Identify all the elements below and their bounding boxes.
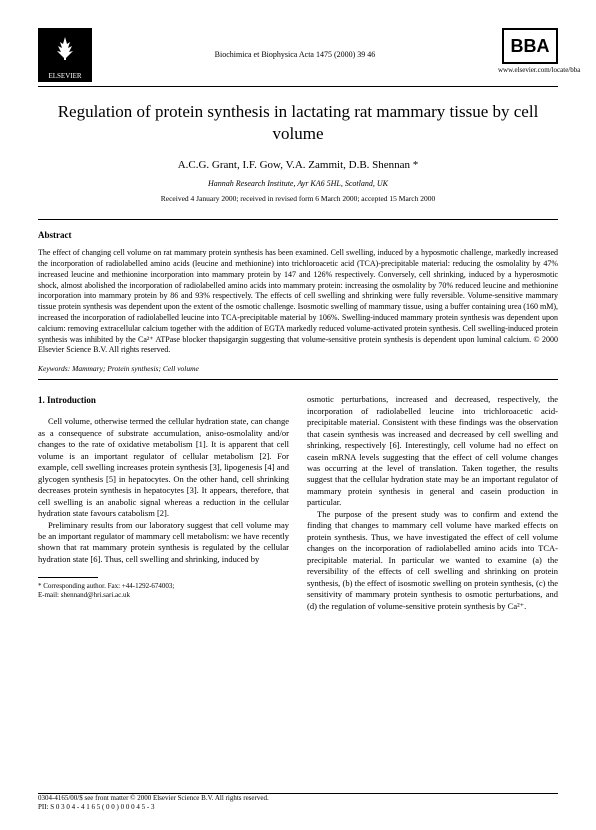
elsevier-logo: ELSEVIER bbox=[38, 28, 92, 82]
footer-line: 0304-4165/00/$ see front matter © 2000 E… bbox=[38, 794, 269, 803]
intro-paragraph: osmotic perturbations, increased and dec… bbox=[307, 394, 558, 509]
journal-url: www.elsevier.com/locate/bba bbox=[498, 66, 558, 74]
elsevier-label: ELSEVIER bbox=[48, 72, 81, 80]
body-columns: 1. Introduction Cell volume, otherwise t… bbox=[38, 394, 558, 612]
footer: 0304-4165/00/$ see front matter © 2000 E… bbox=[38, 794, 269, 812]
header-divider bbox=[38, 86, 558, 87]
abstract-top-rule bbox=[38, 219, 558, 220]
footnote-line: * Corresponding author. Fax: +44-1292-67… bbox=[38, 582, 289, 591]
section-heading-intro: 1. Introduction bbox=[38, 394, 289, 406]
abstract-body: The effect of changing cell volume on ra… bbox=[38, 248, 558, 356]
bba-label: BBA bbox=[511, 36, 550, 57]
keywords: Keywords: Mammary; Protein synthesis; Ce… bbox=[38, 364, 558, 373]
intro-paragraph: Preliminary results from our laboratory … bbox=[38, 520, 289, 566]
corresponding-author-footnote: * Corresponding author. Fax: +44-1292-67… bbox=[38, 582, 289, 600]
footnote-rule bbox=[38, 577, 98, 578]
intro-paragraph: Cell volume, otherwise termed the cellul… bbox=[38, 416, 289, 519]
journal-reference: Biochimica et Biophysica Acta 1475 (2000… bbox=[92, 28, 498, 59]
authors: A.C.G. Grant, I.F. Gow, V.A. Zammit, D.B… bbox=[38, 159, 558, 171]
left-column: 1. Introduction Cell volume, otherwise t… bbox=[38, 394, 289, 612]
right-column: osmotic perturbations, increased and dec… bbox=[307, 394, 558, 612]
tree-icon bbox=[50, 34, 80, 64]
dates: Received 4 January 2000; received in rev… bbox=[38, 194, 558, 203]
article-title: Regulation of protein synthesis in lacta… bbox=[38, 101, 558, 145]
affiliation: Hannah Research Institute, Ayr KA6 5HL, … bbox=[38, 179, 558, 188]
abstract-heading: Abstract bbox=[38, 230, 558, 240]
footnote-line: E-mail: shennand@hri.sari.ac.uk bbox=[38, 591, 289, 600]
bba-logo: BBA www.elsevier.com/locate/bba bbox=[498, 28, 558, 74]
header: ELSEVIER Biochimica et Biophysica Acta 1… bbox=[38, 28, 558, 82]
footer-line: PII: S 0 3 0 4 - 4 1 6 5 ( 0 0 ) 0 0 0 4… bbox=[38, 803, 269, 812]
abstract-bottom-rule bbox=[38, 379, 558, 380]
intro-paragraph: The purpose of the present study was to … bbox=[307, 509, 558, 612]
